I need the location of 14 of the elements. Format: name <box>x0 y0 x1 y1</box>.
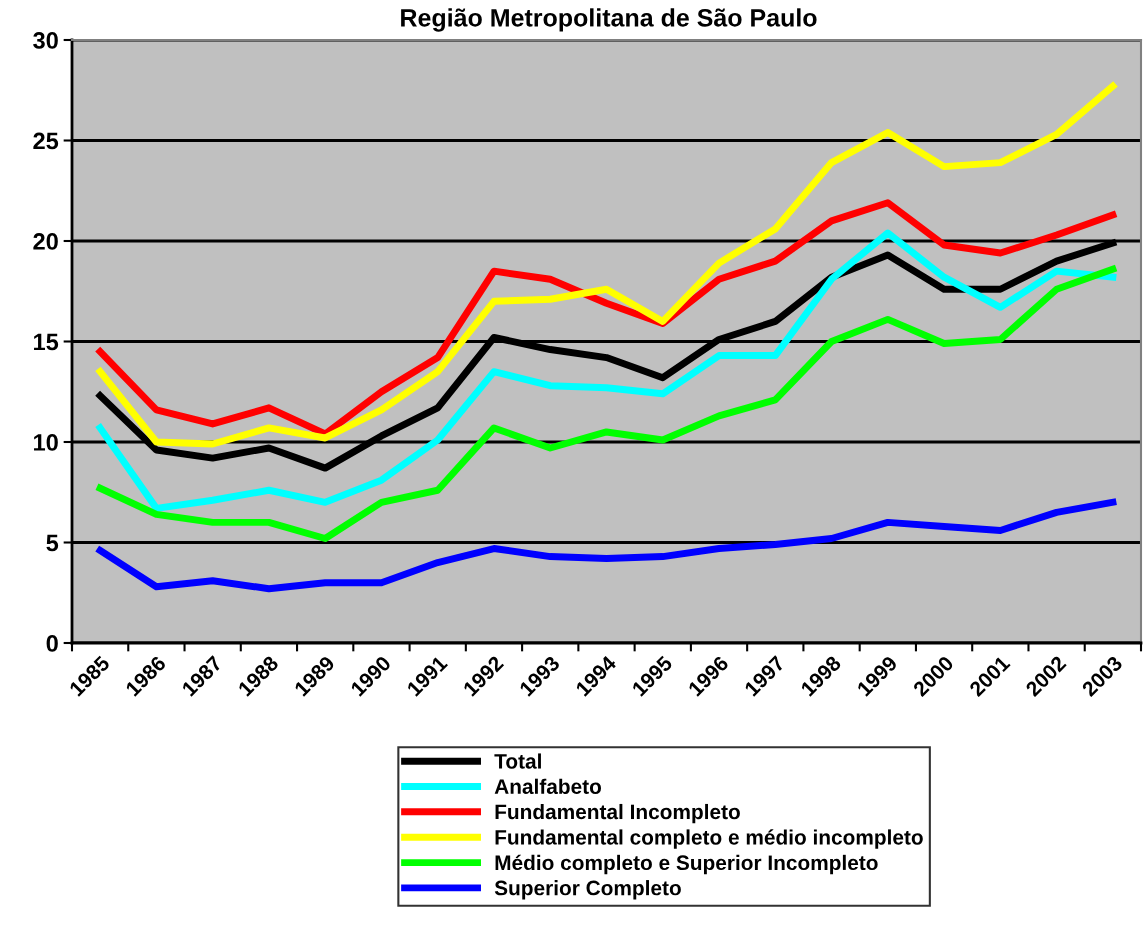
y-tick-label: 5 <box>46 534 59 552</box>
legend-label: Superior Completo <box>494 880 681 900</box>
y-tick-label: 20 <box>33 233 58 250</box>
legend-label: Médio completo e Superior Incompleto <box>495 854 878 875</box>
legend-label: Fundamental Incompleto <box>495 803 740 824</box>
y-tick-label: 10 <box>34 434 58 451</box>
chart-title: Região Metropolitana de São Paulo <box>401 8 817 32</box>
y-tick-label: 25 <box>33 132 59 150</box>
legend-label: Total <box>494 753 541 769</box>
y-tick-label: 0 <box>46 635 58 652</box>
y-tick-label: 30 <box>33 32 58 49</box>
y-tick-label: 15 <box>34 333 59 351</box>
legend-label: Analfabeto <box>494 778 602 794</box>
legend-label: Fundamental completo e médio incompleto <box>495 829 923 849</box>
